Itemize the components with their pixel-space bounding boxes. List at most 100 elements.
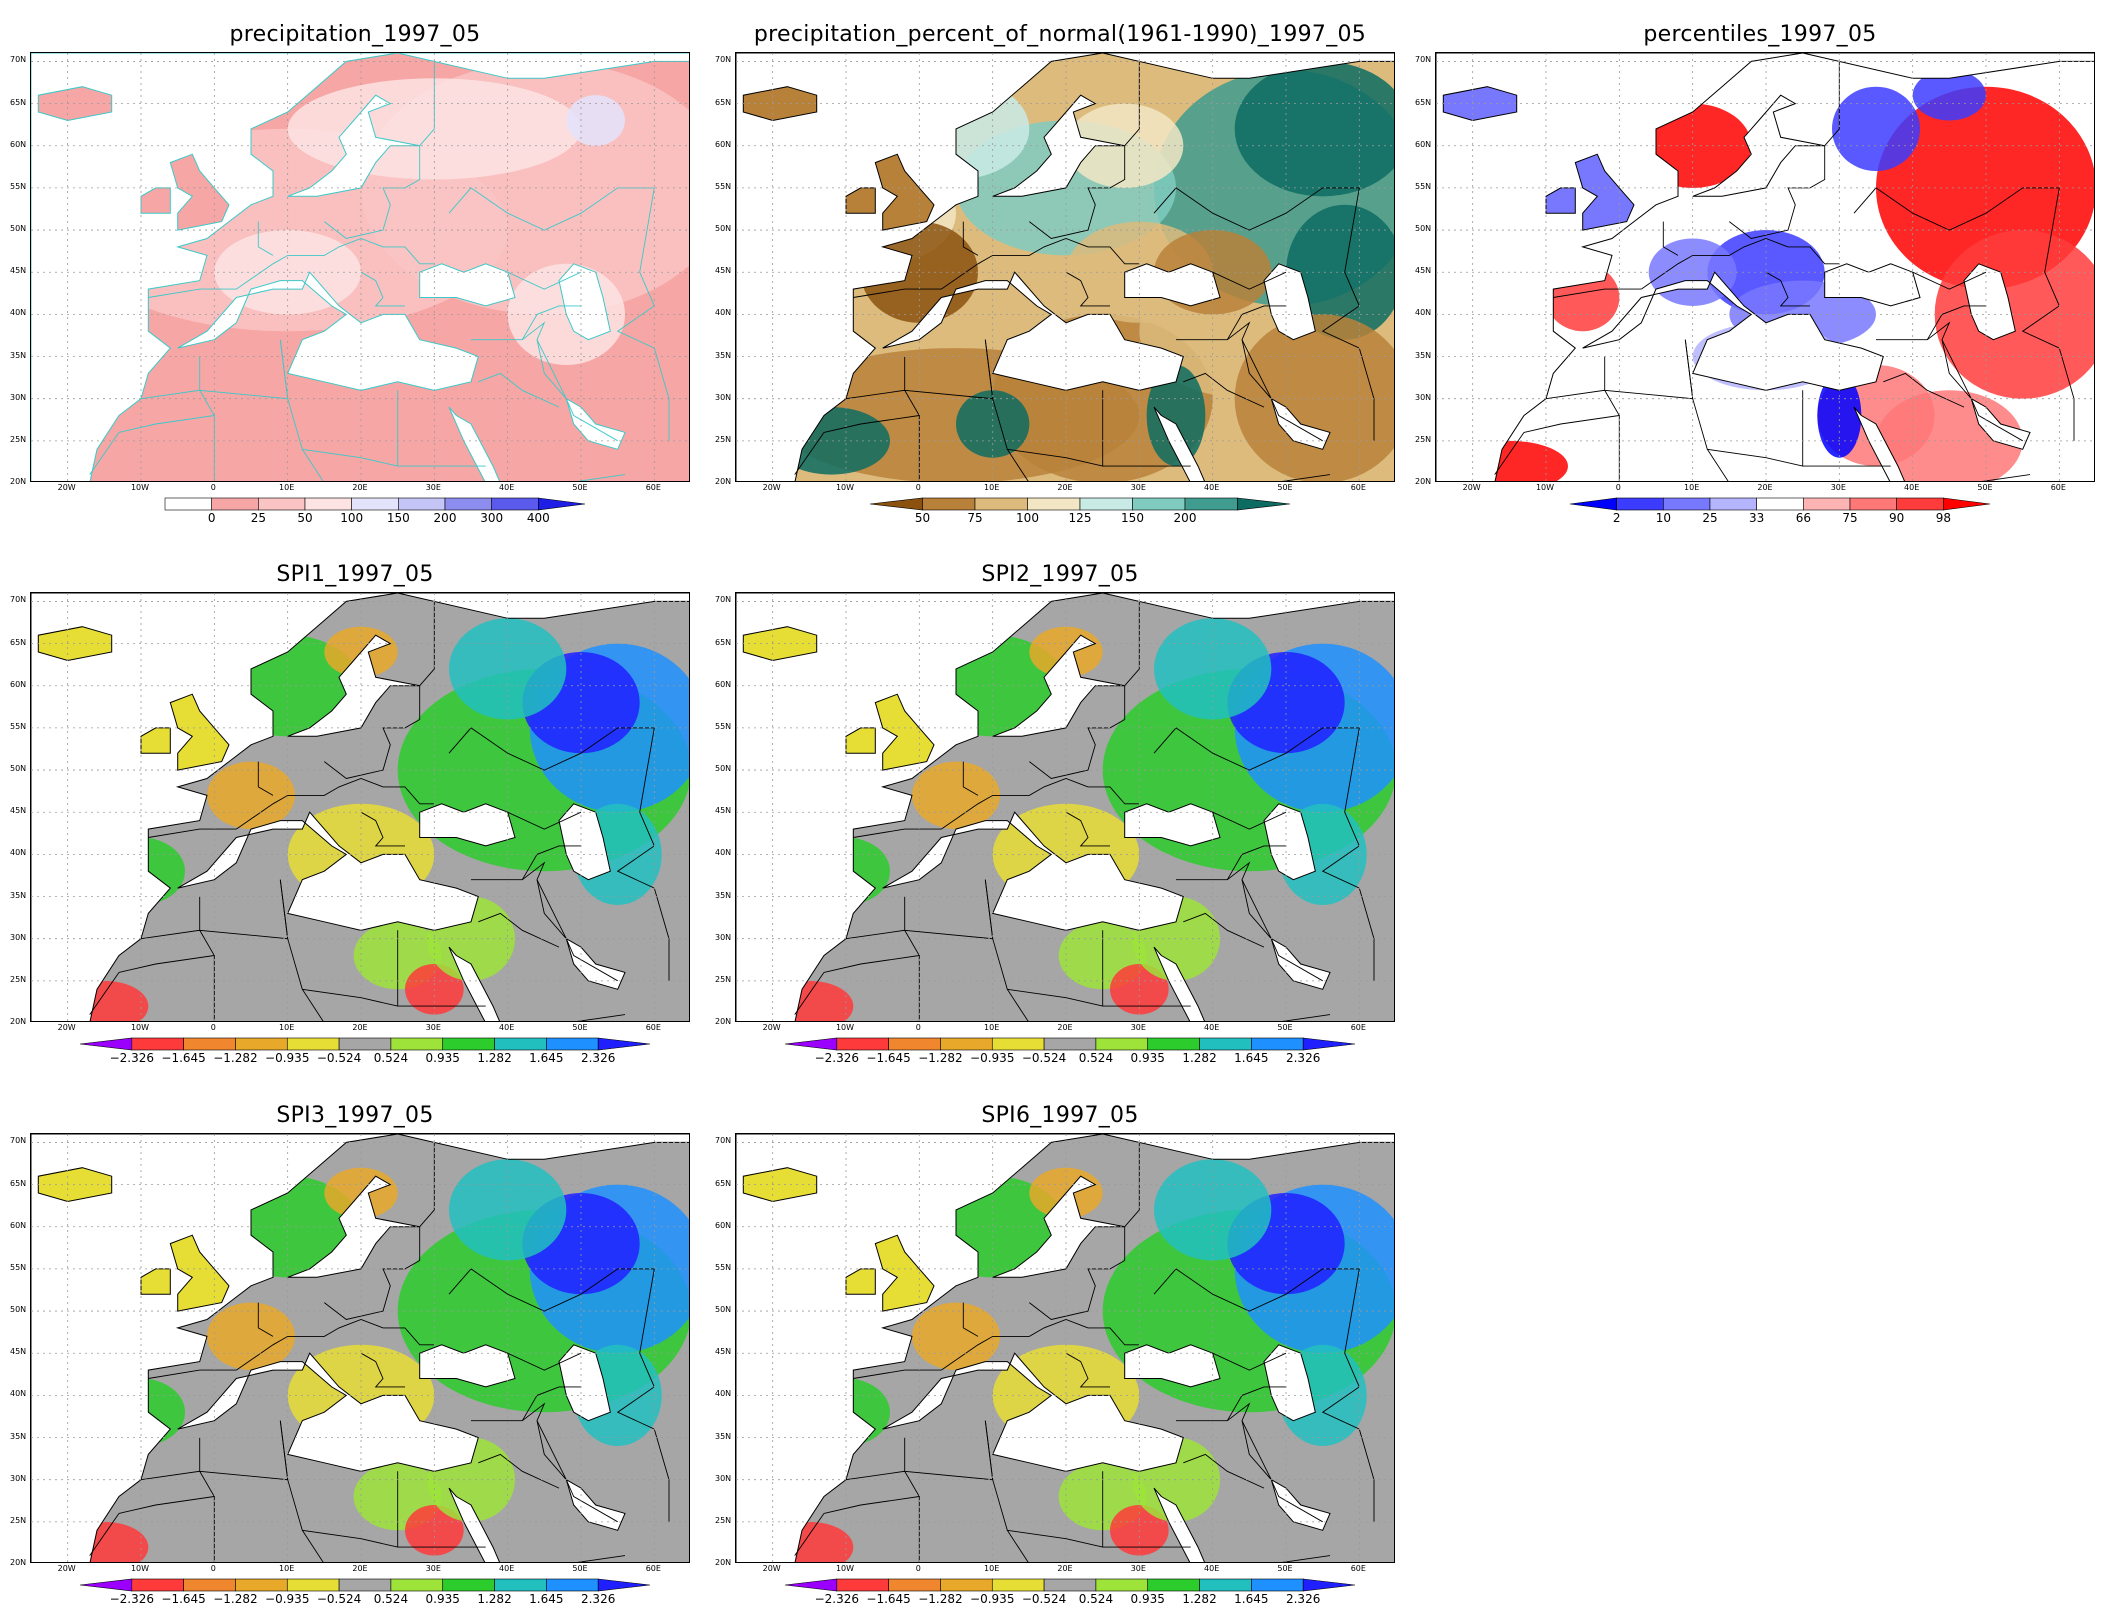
- colorbar-swatch: [888, 1037, 941, 1051]
- country-border: [279, 879, 399, 1007]
- colorbar-swatch: [1302, 1037, 1356, 1051]
- country-border: [962, 761, 979, 796]
- colorbar-label: 2: [1612, 511, 1621, 525]
- lat-tick-label: 50N: [10, 764, 27, 774]
- colorbar-label: −0.935: [265, 1051, 310, 1065]
- country-border: [1926, 305, 1986, 340]
- lat-tick-label: 25N: [10, 1515, 27, 1525]
- lon-tick-label: 40E: [1904, 483, 1920, 492]
- country-border: [794, 972, 825, 1015]
- colorbar-swatch: [351, 497, 399, 511]
- lat-tick-label: 20N: [715, 1017, 732, 1026]
- colorbar-label: 150: [386, 511, 410, 525]
- country-border: [521, 1386, 581, 1421]
- field-region: [1832, 86, 1920, 172]
- colorbar-swatch: [1663, 497, 1711, 511]
- colorbar-label: 98: [1935, 511, 1951, 525]
- colorbar-swatch: [444, 497, 492, 511]
- lon-tick-label: 30E: [425, 1023, 441, 1032]
- country-border: [324, 685, 421, 779]
- colorbar-swatch: [546, 1578, 599, 1592]
- country-border: [1212, 811, 1287, 830]
- country-border: [1706, 449, 1729, 481]
- lat-tick-label: 40N: [1415, 308, 1432, 318]
- lon-tick-label: 10W: [835, 1023, 855, 1032]
- lon-tick-label: 10W: [130, 483, 150, 492]
- sea-baltic: [1692, 94, 1825, 197]
- country-border: [1153, 1268, 1360, 1312]
- land-britain: [1574, 153, 1635, 231]
- sea-baltic: [992, 1175, 1125, 1278]
- country-border: [1662, 221, 1679, 256]
- lon-tick-label: 20W: [57, 1564, 76, 1573]
- sea-atl: [736, 1134, 1103, 1562]
- country-border: [984, 1420, 1104, 1548]
- lat-tick-label: 65N: [10, 97, 27, 107]
- country-border: [1282, 1555, 1331, 1562]
- lon-tick-label: 0: [210, 1023, 216, 1032]
- lat-tick-label: 35N: [715, 1431, 732, 1441]
- lat-tick-label: 70N: [10, 595, 27, 605]
- lat-tick-label: 60N: [715, 679, 732, 689]
- lat-tick-label: 65N: [715, 97, 732, 107]
- colorbar-swatch: [494, 1578, 547, 1592]
- colorbar-swatch: [338, 1578, 392, 1592]
- country-border: [383, 1327, 435, 1346]
- lat-tick-label: 65N: [715, 637, 732, 647]
- colorbar-swatch: [1147, 1037, 1200, 1051]
- sea-red: [448, 1487, 500, 1562]
- country-border: [616, 1268, 670, 1522]
- lon-tick-label: 40E: [499, 1023, 515, 1032]
- map-title: SPI3_1997_05: [276, 1103, 434, 1128]
- country-border: [236, 1319, 384, 1371]
- map-svg: [31, 53, 689, 481]
- colorbar-swatch: [131, 1578, 184, 1592]
- colorbar-label: 150: [1121, 511, 1144, 525]
- map-panel-spi3: SPI3_1997_05 70N 65N 60N 55N 50N 45N 40N 35N 30N 2…: [10, 1103, 700, 1623]
- colorbar-label: 25: [250, 511, 266, 525]
- lat-tick-label: 60N: [10, 139, 27, 149]
- colorbar-swatch: [1199, 1578, 1252, 1592]
- lat-tick-label: 55N: [715, 721, 732, 731]
- colorbar-swatch: [1027, 497, 1081, 511]
- lat-tick-label: 60N: [715, 1220, 732, 1230]
- colorbar-label: 0.524: [373, 1592, 409, 1606]
- country-border: [1494, 432, 1525, 475]
- sea-caspian: [1263, 1344, 1316, 1422]
- colorbar-swatch: [1199, 1037, 1252, 1051]
- colorbar-swatch: [784, 1037, 838, 1051]
- sea-black: [1124, 803, 1221, 847]
- country-border: [1282, 474, 1331, 481]
- lat-tick-label: 20N: [1415, 477, 1432, 486]
- field-region: [956, 390, 1030, 458]
- colorbar-label: −1.645: [161, 1592, 206, 1606]
- map-plot-area: [1435, 52, 2095, 482]
- lat-tick-label: 50N: [10, 1305, 27, 1315]
- country-border: [301, 1530, 324, 1562]
- colorbar-label: 1.282: [1182, 1592, 1217, 1606]
- country-border: [941, 1319, 1089, 1371]
- lat-tick-label: 70N: [715, 55, 732, 65]
- map-svg: [31, 1134, 689, 1562]
- lon-tick-label: 50E: [1977, 483, 1993, 492]
- country-border: [236, 238, 384, 290]
- country-border: [89, 972, 120, 1015]
- lat-tick-label: 65N: [10, 637, 27, 647]
- lon-tick-label: 20E: [1757, 483, 1773, 492]
- country-border: [1065, 811, 1110, 847]
- colorbar-label: 100: [340, 511, 364, 525]
- lat-tick-label: 35N: [715, 350, 732, 360]
- lat-tick-label: 25N: [10, 434, 27, 444]
- country-border: [1226, 305, 1286, 340]
- sea-black: [1824, 263, 1921, 307]
- sea-atl: [31, 1134, 398, 1562]
- land-britain: [169, 153, 230, 231]
- country-border: [853, 1369, 942, 1379]
- colorbar-label: 100: [1016, 511, 1039, 525]
- country-border: [1982, 474, 2031, 481]
- field-region: [1146, 364, 1206, 467]
- country-border: [1029, 685, 1126, 779]
- lat-tick-label: 30N: [1415, 392, 1432, 402]
- colorbar-label: 0.524: [373, 1051, 409, 1065]
- country-border: [148, 288, 237, 298]
